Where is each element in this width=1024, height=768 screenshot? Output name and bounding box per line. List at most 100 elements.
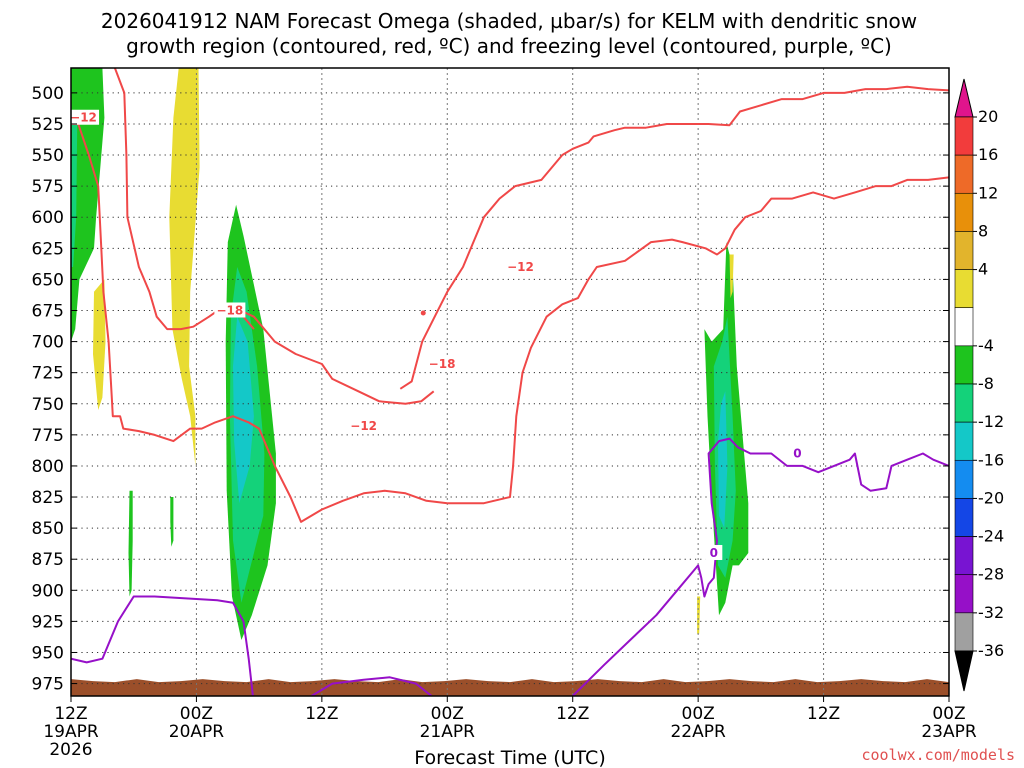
x-tick-time-60: 00Z <box>682 704 715 724</box>
colorbar-label-0: 20 <box>978 107 998 126</box>
chart-title-line2: growth region (contoured, red, ºC) and f… <box>126 34 892 58</box>
colorbar-label-5: -4 <box>978 336 994 355</box>
y-tick-label-600: 600 <box>32 208 64 228</box>
y-axis-pressure: 500 525 550 575 600 625 650 675 700 725 750 775 800 8… <box>32 84 949 695</box>
colorbar-bin-4 <box>954 269 974 309</box>
terrain-ground <box>71 679 949 696</box>
terrain-layer <box>71 679 949 696</box>
plot-frame <box>70 67 950 697</box>
y-tick-label-975: 975 <box>32 675 64 695</box>
x-tick-date-12: 20APR <box>169 722 225 742</box>
colorbar-label-3: 8 <box>978 221 988 240</box>
colorbar-bin-13 <box>954 612 974 652</box>
x-tick-time-48: 12Z <box>556 704 589 724</box>
omega-region-green-streak-850b <box>170 497 174 547</box>
y-tick-label-625: 625 <box>32 239 64 259</box>
colorbar-label-10: -24 <box>978 527 1004 546</box>
contour-dgz-minus18-upper <box>399 85 949 390</box>
colorbar-label-7: -12 <box>978 412 1004 431</box>
omega-colorbar: 20 16 12 8 4 -4 -8 -12 -16 -20 -24 -28 -32 -36 <box>954 78 1004 692</box>
contour-label-bg-dgz-minus12-top <box>348 418 380 434</box>
colorbar-label-4: 4 <box>978 260 988 279</box>
colorbar-bin-5 <box>954 307 974 347</box>
contour-label-bg-dgz-minus18-20apr <box>214 302 246 318</box>
contour-label-bg-dgz-minus12-mid <box>504 258 536 274</box>
y-tick-label-950: 950 <box>32 643 64 663</box>
chart-title-line1: 2026041912 NAM Forecast Omega (shaded, µ… <box>101 9 917 33</box>
omega-region-yellow-column-20apr <box>169 68 200 466</box>
contour-label-freezing-level-0: 0 <box>793 447 801 461</box>
contour-label-bg-freezing-level-0 <box>788 445 806 461</box>
colorbar-top-triangle <box>954 78 974 118</box>
colorbar-bin-9 <box>954 459 974 499</box>
contour-label-dgz-minus12-mid: −12 <box>507 260 534 274</box>
colorbar-label-1: 16 <box>978 145 998 164</box>
colorbar-label-8: -16 <box>978 450 1004 469</box>
colorbar-label-12: -32 <box>978 603 1004 622</box>
contour-dgz-minus12-left <box>71 123 448 523</box>
omega-shading <box>71 68 749 641</box>
temperature-contours <box>71 68 949 696</box>
omega-region-yellow-patch-early <box>93 279 106 410</box>
y-tick-label-775: 775 <box>32 426 64 446</box>
colorbar-label-9: -20 <box>978 488 1004 507</box>
colorbar-bin-12 <box>954 574 974 614</box>
colorbar-label-13: -36 <box>978 641 1004 660</box>
colorbar-bottom-triangle <box>954 650 974 692</box>
colorbar-bin-8 <box>954 421 974 461</box>
y-tick-label-500: 500 <box>32 84 64 104</box>
colorbar-bin-3 <box>954 231 974 270</box>
contour-label-dgz-minus12-top: −12 <box>350 419 377 433</box>
omega-region-yellow-sliver-22apr <box>729 254 734 299</box>
contour-dgz-minus12-mid <box>447 176 949 505</box>
contour-freezing-level-0 <box>71 595 254 696</box>
contour-label-freezing-level-0-b: 0 <box>710 546 718 560</box>
x-axis-label: Forecast Time (UTC) <box>414 747 605 768</box>
x-tick-time-24: 12Z <box>305 704 338 724</box>
x-tick-time-12: 00Z <box>180 704 213 724</box>
y-tick-label-675: 675 <box>32 301 64 321</box>
plot-grid <box>71 68 949 696</box>
colorbar-bin-1 <box>954 154 974 194</box>
x-tick-time-36: 00Z <box>431 704 464 724</box>
omega-region-cyan-core-22apr <box>718 391 728 529</box>
y-tick-label-825: 825 <box>32 488 64 508</box>
colorbar-bin-0 <box>954 116 974 156</box>
contour-label-dgz-minus18-20apr: −18 <box>216 303 243 317</box>
colorbar-label-11: -28 <box>978 565 1004 584</box>
colorbar-bin-2 <box>954 192 974 232</box>
contour-labels: −12 −12 −18 −12 −18 0 0 <box>68 109 806 560</box>
contour-dgz-minus12-top <box>113 68 435 405</box>
x-tick-time-72: 12Z <box>807 704 840 724</box>
colorbar-label-2: 12 <box>978 183 998 202</box>
colorbar-bin-11 <box>954 536 974 576</box>
x-tick-date-84: 23APR <box>921 722 977 742</box>
y-tick-label-875: 875 <box>32 550 64 570</box>
y-tick-label-725: 725 <box>32 364 64 384</box>
omega-region-green-column-early <box>71 68 105 342</box>
contour-label-bg-dgz-minus18-upper <box>426 355 458 371</box>
y-tick-label-575: 575 <box>32 177 64 197</box>
x-tick-year-0: 2026 <box>49 740 92 760</box>
x-tick-time-0: 12Z <box>54 704 87 724</box>
contour-freezing-level-0-c <box>310 676 433 696</box>
y-tick-label-550: 550 <box>32 146 64 166</box>
contour-label-bg-dgz-minus12-left <box>68 109 100 125</box>
x-tick-date-0: 19APR <box>43 722 99 742</box>
omega-region-green-streak-850a <box>128 490 133 597</box>
x-tick-date-36: 21APR <box>420 722 476 742</box>
x-tick-time-84: 00Z <box>932 704 965 724</box>
y-tick-label-525: 525 <box>32 115 64 135</box>
y-tick-label-700: 700 <box>32 333 64 353</box>
y-tick-label-800: 800 <box>32 457 64 477</box>
x-tick-date-60: 22APR <box>670 722 726 742</box>
colorbar-bin-6 <box>954 345 974 385</box>
y-tick-label-850: 850 <box>32 519 64 539</box>
contour-label-dgz-minus18-upper: −18 <box>429 357 456 371</box>
colorbar-bin-10 <box>954 498 974 537</box>
omega-region-cyan-core-20apr <box>233 316 254 504</box>
credit-text: coolwx.com/models <box>861 746 1015 764</box>
y-tick-label-925: 925 <box>32 612 64 632</box>
